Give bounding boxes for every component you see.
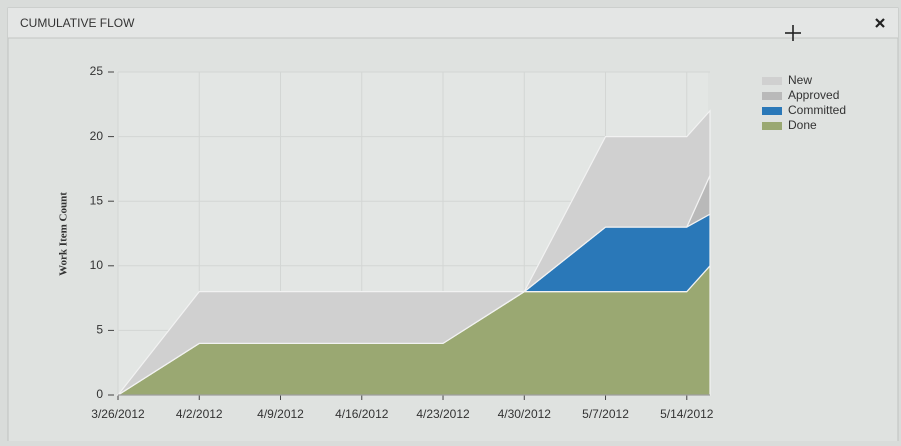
panel-title: CUMULATIVE FLOW	[20, 16, 135, 30]
x-tick-label: 5/14/2012	[660, 407, 714, 421]
area	[117, 109, 711, 396]
legend-label: Approved	[788, 88, 839, 102]
x-tick-label: 4/16/2012	[335, 407, 389, 421]
move-icon[interactable]	[785, 25, 801, 41]
x-tick-label: 5/7/2012	[582, 407, 629, 421]
legend-swatch	[762, 77, 782, 85]
panel-header	[8, 8, 898, 38]
y-tick-label: 20	[90, 129, 104, 143]
legend-label: New	[788, 73, 812, 87]
y-axis-label: Work Item Count	[58, 192, 70, 276]
x-tick-label: 4/23/2012	[416, 407, 470, 421]
y-tick-label: 10	[90, 258, 104, 272]
x-tick-label: 4/30/2012	[498, 407, 552, 421]
legend-label: Committed	[788, 103, 846, 117]
legend-label: Done	[788, 118, 817, 132]
y-tick-label: 25	[90, 64, 104, 78]
legend-swatch	[762, 92, 782, 100]
x-tick-label: 4/2/2012	[176, 407, 223, 421]
y-tick-label: 0	[96, 387, 103, 401]
legend-swatch	[762, 122, 782, 130]
x-tick-label: 3/26/2012	[91, 407, 145, 421]
close-button[interactable]	[875, 18, 885, 28]
y-tick-label: 5	[96, 323, 103, 337]
legend-swatch	[762, 107, 782, 115]
y-tick-label: 15	[90, 193, 104, 207]
x-tick-label: 4/9/2012	[257, 407, 304, 421]
